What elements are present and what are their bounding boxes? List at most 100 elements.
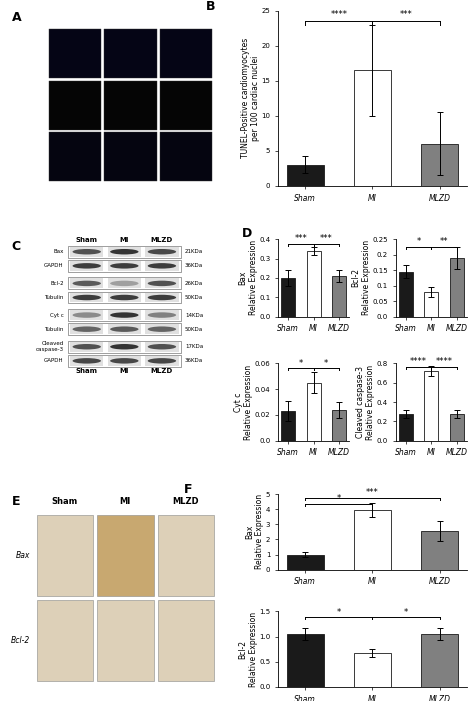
Text: 14KDa: 14KDa: [185, 313, 203, 318]
Bar: [108, 356, 141, 366]
Ellipse shape: [110, 344, 138, 350]
Text: GAPDH: GAPDH: [44, 358, 64, 363]
Bar: [450, 258, 464, 317]
Text: Merge: Merge: [15, 152, 43, 161]
Bar: [49, 81, 101, 130]
Bar: [97, 600, 154, 681]
Bar: [36, 600, 93, 681]
Bar: [70, 310, 103, 320]
Text: ****: ****: [410, 358, 427, 367]
Bar: [145, 356, 179, 366]
Bar: [281, 278, 295, 317]
Ellipse shape: [110, 313, 138, 318]
Text: 36KDa: 36KDa: [185, 358, 203, 363]
Bar: [287, 165, 324, 186]
Bar: [97, 515, 154, 597]
Bar: [108, 342, 141, 352]
Text: MI: MI: [125, 12, 136, 21]
Bar: [68, 246, 181, 258]
Text: D: D: [242, 228, 253, 240]
Ellipse shape: [110, 249, 138, 254]
Bar: [399, 414, 413, 441]
Text: C: C: [11, 240, 21, 253]
Ellipse shape: [148, 295, 176, 300]
Text: MI: MI: [120, 496, 131, 505]
Text: *: *: [404, 608, 408, 617]
Bar: [108, 247, 141, 257]
Y-axis label: Cleaved caspase-3
Relative Expression: Cleaved caspase-3 Relative Expression: [356, 365, 375, 440]
Text: Tubulin: Tubulin: [45, 327, 64, 332]
Bar: [145, 310, 179, 320]
Bar: [68, 341, 181, 353]
Ellipse shape: [110, 263, 138, 268]
Ellipse shape: [73, 249, 101, 254]
Text: *: *: [324, 359, 328, 367]
Text: ***: ***: [366, 488, 379, 497]
Bar: [424, 292, 438, 317]
Bar: [287, 634, 324, 687]
Ellipse shape: [110, 295, 138, 300]
Bar: [104, 132, 157, 181]
Bar: [145, 292, 179, 303]
Bar: [160, 29, 212, 78]
Bar: [36, 515, 93, 597]
Bar: [399, 272, 413, 317]
Text: F: F: [183, 483, 192, 496]
Text: Sham: Sham: [76, 368, 98, 374]
Bar: [70, 278, 103, 288]
Ellipse shape: [148, 344, 176, 350]
Text: Sham: Sham: [62, 12, 88, 21]
Text: B: B: [206, 0, 216, 13]
Text: DAPI: DAPI: [22, 49, 43, 58]
Text: *: *: [299, 359, 303, 367]
Y-axis label: Bax
Relative Expression: Bax Relative Expression: [238, 240, 258, 315]
Ellipse shape: [110, 280, 138, 286]
Bar: [108, 278, 141, 288]
Ellipse shape: [110, 327, 138, 332]
Text: TUNEL: TUNEL: [15, 101, 43, 110]
Text: ***: ***: [294, 234, 307, 243]
Bar: [68, 323, 181, 335]
Ellipse shape: [73, 263, 101, 268]
Bar: [145, 278, 179, 288]
Text: GAPDH: GAPDH: [44, 264, 64, 268]
Bar: [332, 276, 346, 317]
Bar: [108, 292, 141, 303]
Text: Bcl-2: Bcl-2: [11, 637, 30, 645]
Bar: [145, 247, 179, 257]
Text: Cyt c: Cyt c: [50, 313, 64, 318]
Bar: [145, 342, 179, 352]
Text: MLZD: MLZD: [151, 237, 173, 243]
Y-axis label: Bax
Relative Expression: Bax Relative Expression: [245, 494, 264, 569]
Text: 17KDa: 17KDa: [185, 344, 203, 349]
Text: Tubulin: Tubulin: [45, 295, 64, 300]
Bar: [158, 600, 214, 681]
Ellipse shape: [148, 358, 176, 364]
Text: ***: ***: [400, 11, 412, 20]
Text: 21KDa: 21KDa: [185, 250, 203, 254]
Bar: [49, 29, 101, 78]
Ellipse shape: [148, 327, 176, 332]
Text: 36KDa: 36KDa: [185, 264, 203, 268]
Bar: [68, 278, 181, 290]
Text: Sham: Sham: [52, 496, 78, 505]
Bar: [421, 634, 458, 687]
Ellipse shape: [73, 344, 101, 350]
Text: ****: ****: [330, 11, 347, 20]
Y-axis label: Bcl-2
Relative Expression: Bcl-2 Relative Expression: [352, 240, 371, 315]
Text: ***: ***: [320, 234, 333, 243]
Bar: [108, 324, 141, 334]
Bar: [307, 251, 320, 317]
Text: *: *: [337, 494, 341, 503]
Bar: [70, 342, 103, 352]
Bar: [307, 383, 320, 441]
Bar: [424, 371, 438, 441]
Ellipse shape: [73, 280, 101, 286]
Text: *: *: [417, 237, 420, 246]
Bar: [104, 29, 157, 78]
Bar: [421, 144, 458, 186]
Text: Bax: Bax: [16, 551, 30, 560]
Text: 26KDa: 26KDa: [185, 281, 203, 286]
Ellipse shape: [73, 295, 101, 300]
Bar: [70, 261, 103, 271]
